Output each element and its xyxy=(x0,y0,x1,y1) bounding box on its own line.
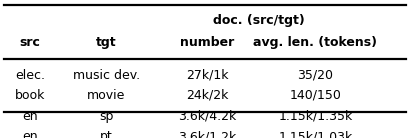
Text: en: en xyxy=(22,130,38,138)
Text: 35/20: 35/20 xyxy=(297,69,333,82)
Text: 140/150: 140/150 xyxy=(289,89,341,102)
Text: movie: movie xyxy=(87,89,126,102)
Text: elec.: elec. xyxy=(15,69,45,82)
Text: 24k/2k: 24k/2k xyxy=(185,89,228,102)
Text: book: book xyxy=(15,89,45,102)
Text: 3.6k/4.2k: 3.6k/4.2k xyxy=(178,110,236,123)
Text: en: en xyxy=(22,110,38,123)
Text: 3.6k/1.2k: 3.6k/1.2k xyxy=(178,130,236,138)
Text: src: src xyxy=(20,36,40,49)
Text: 1.15k/1.35k: 1.15k/1.35k xyxy=(278,110,352,123)
Text: sp: sp xyxy=(99,110,113,123)
Text: 27k/1k: 27k/1k xyxy=(185,69,228,82)
Text: pt: pt xyxy=(100,130,112,138)
Text: doc. (src/tgt): doc. (src/tgt) xyxy=(213,14,304,27)
Text: 1.15k/1.03k: 1.15k/1.03k xyxy=(278,130,352,138)
Text: tgt: tgt xyxy=(96,36,117,49)
Text: music dev.: music dev. xyxy=(73,69,140,82)
Text: avg. len. (tokens): avg. len. (tokens) xyxy=(253,36,377,49)
Text: number: number xyxy=(180,36,234,49)
